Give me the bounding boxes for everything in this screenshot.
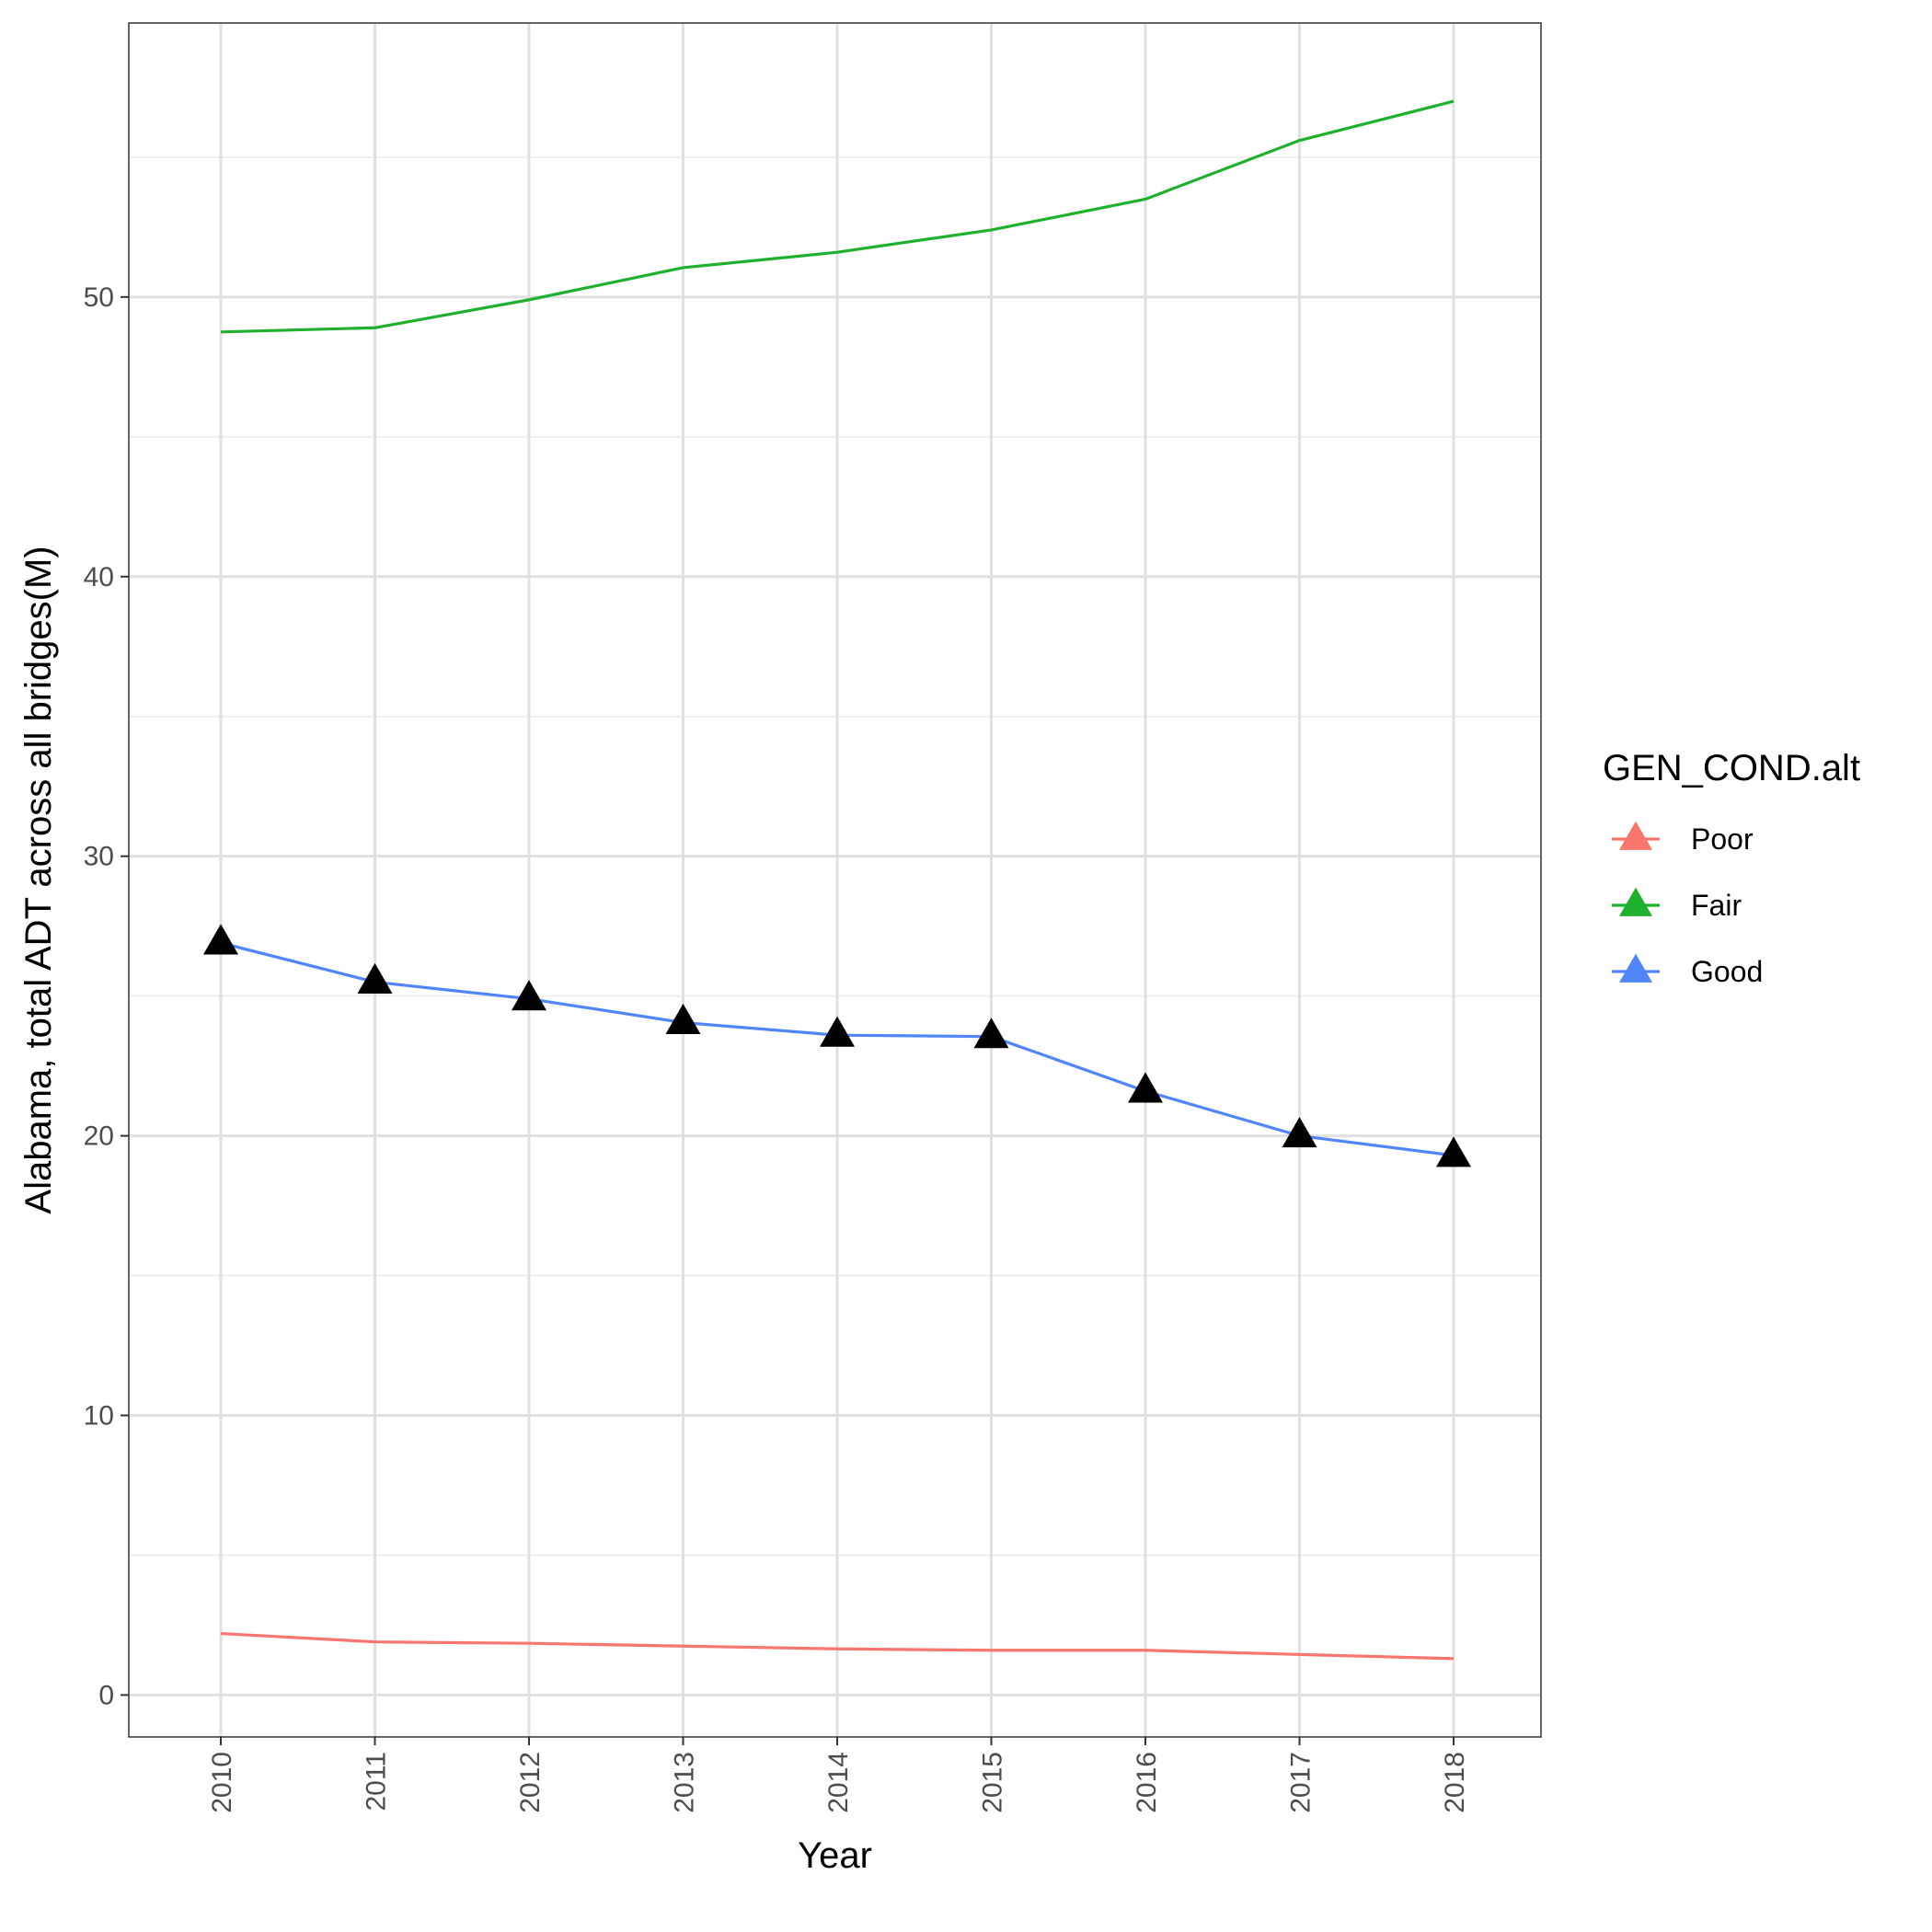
x-axis: 2010 2011 2012 2013 2014 2015 2016 2017 2018 bbox=[207, 1737, 1470, 1813]
legend-item-good: Good bbox=[1612, 953, 1763, 988]
legend-label: Good bbox=[1691, 955, 1763, 988]
legend-key-marker bbox=[1619, 821, 1652, 850]
data-point-marker bbox=[512, 980, 546, 1011]
x-tick-label: 2018 bbox=[1440, 1752, 1470, 1813]
legend-label: Fair bbox=[1691, 889, 1742, 922]
data-point-marker bbox=[973, 1018, 1009, 1049]
y-axis-title: Alabama, total ADT across all bridges(M) bbox=[18, 546, 59, 1213]
data-point-marker bbox=[203, 924, 238, 955]
major-gridlines bbox=[129, 23, 1541, 1737]
series-line-poor bbox=[220, 1631, 1455, 1661]
x-tick-label: 2011 bbox=[362, 1752, 392, 1811]
legend-key-marker bbox=[1619, 953, 1652, 983]
x-tick-label: 2015 bbox=[978, 1752, 1008, 1813]
legend-item-fair: Fair bbox=[1612, 887, 1742, 922]
legend-item-poor: Poor bbox=[1612, 821, 1754, 856]
data-point-marker bbox=[820, 1016, 855, 1047]
y-tick-label: 10 bbox=[84, 1400, 114, 1431]
x-tick-label: 2012 bbox=[515, 1752, 546, 1813]
data-point-marker bbox=[357, 962, 393, 994]
y-tick-label: 50 bbox=[84, 282, 114, 313]
x-tick-label: 2013 bbox=[670, 1752, 700, 1813]
y-axis: 0 10 20 30 40 50 bbox=[84, 282, 129, 1710]
data-point-marker bbox=[1128, 1072, 1163, 1103]
data-point-marker bbox=[1436, 1136, 1471, 1167]
legend-title: GEN_COND.alt bbox=[1603, 748, 1860, 788]
data-point-marker bbox=[665, 1003, 701, 1035]
plot-panel-border bbox=[128, 22, 1542, 1738]
y-tick-label: 40 bbox=[84, 562, 114, 592]
x-tick-label: 2010 bbox=[207, 1752, 237, 1813]
x-tick-label: 2014 bbox=[823, 1752, 854, 1813]
y-tick-label: 0 bbox=[98, 1680, 114, 1710]
legend: GEN_COND.alt Poor Fair Good bbox=[1603, 748, 1860, 988]
marker-layer bbox=[203, 924, 1471, 1167]
x-tick-label: 2017 bbox=[1286, 1752, 1317, 1813]
y-tick-label: 20 bbox=[84, 1121, 114, 1152]
x-tick-label: 2016 bbox=[1132, 1752, 1162, 1813]
minor-gridlines bbox=[129, 156, 1541, 1557]
series-line-fair bbox=[220, 99, 1455, 334]
data-point-marker bbox=[1282, 1117, 1317, 1148]
x-axis-title: Year bbox=[798, 1835, 872, 1876]
y-tick-label: 30 bbox=[84, 842, 114, 872]
legend-key-marker bbox=[1619, 887, 1652, 916]
legend-label: Poor bbox=[1691, 822, 1754, 856]
